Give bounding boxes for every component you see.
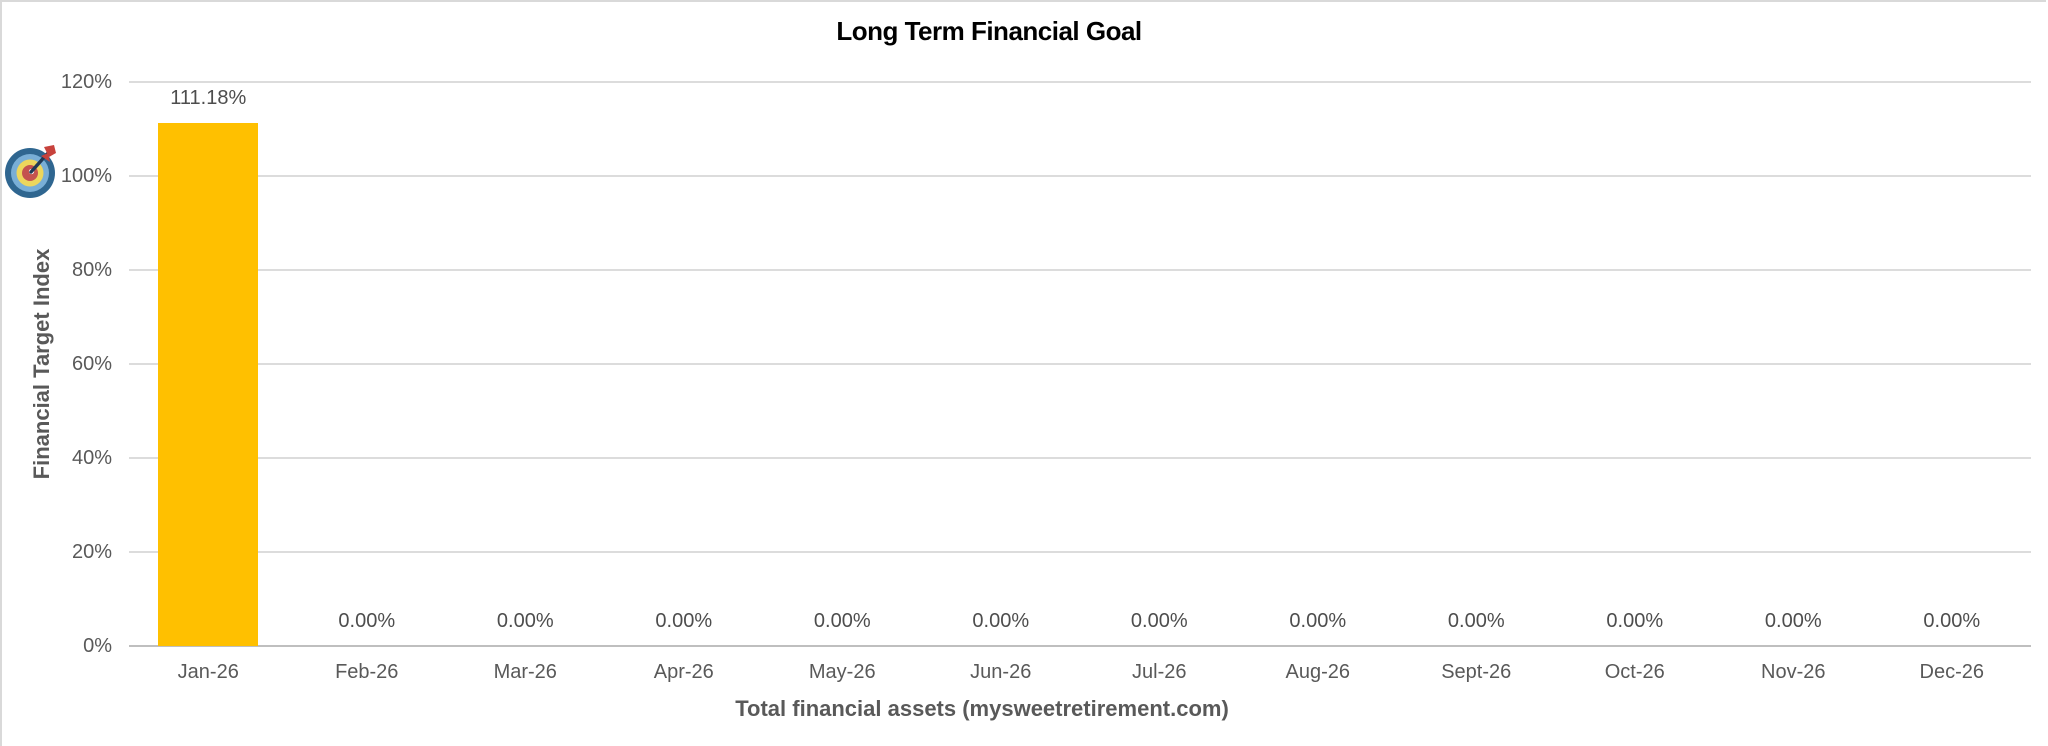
gridline-20%: [129, 551, 2031, 553]
y-tick-0%: 0%: [83, 635, 112, 657]
data-label-nov-26: 0.00%: [1764, 610, 1822, 632]
x-axis-line: [129, 645, 2031, 647]
data-label-jan-26: 111.18%: [170, 87, 247, 109]
data-label-jun-26: 0.00%: [972, 610, 1030, 632]
x-axis-title: Total financial assets (mysweetretiremen…: [735, 696, 1229, 721]
data-label-sept-26: 0.00%: [1447, 610, 1505, 632]
data-label-jul-26: 0.00%: [1130, 610, 1188, 632]
x-tick-jul-26: Jul-26: [1132, 661, 1187, 683]
x-tick-may-26: May-26: [808, 661, 876, 683]
data-label-dec-26: 0.00%: [1923, 610, 1981, 632]
gridline-120%: [129, 81, 2031, 83]
x-tick-mar-26: Mar-26: [493, 661, 557, 683]
x-tick-aug-26: Aug-26: [1285, 661, 1351, 683]
data-label-feb-26: 0.00%: [338, 610, 396, 632]
y-tick-40%: 40%: [71, 447, 112, 469]
y-tick-120%: 120%: [60, 71, 112, 93]
data-label-apr-26: 0.00%: [655, 610, 713, 632]
data-label-may-26: 0.00%: [813, 610, 871, 632]
x-tick-sept-26: Sept-26: [1441, 661, 1512, 683]
gridline-40%: [129, 457, 2031, 459]
x-tick-feb-26: Feb-26: [335, 661, 399, 683]
y-tick-80%: 80%: [71, 259, 112, 281]
y-tick-60%: 60%: [71, 353, 112, 375]
gridline-100%: [129, 175, 2031, 177]
y-tick-100%: 100%: [60, 165, 112, 187]
gridline-60%: [129, 363, 2031, 365]
x-tick-jun-26: Jun-26: [970, 661, 1032, 683]
data-label-mar-26: 0.00%: [496, 610, 554, 632]
chart-border-left: [0, 0, 2, 746]
chart-border-top: [0, 0, 2046, 2]
y-tick-20%: 20%: [71, 541, 112, 563]
x-tick-oct-26: Oct-26: [1604, 661, 1665, 683]
data-label-oct-26: 0.00%: [1606, 610, 1664, 632]
bullseye-dart-icon: [5, 145, 56, 198]
chart-title: Long Term Financial Goal: [836, 16, 1142, 46]
x-tick-dec-26: Dec-26: [1919, 661, 1984, 683]
x-tick-jan-26: Jan-26: [177, 661, 239, 683]
x-tick-nov-26: Nov-26: [1761, 661, 1826, 683]
x-tick-apr-26: Apr-26: [653, 661, 714, 683]
data-label-aug-26: 0.00%: [1289, 610, 1347, 632]
gridline-80%: [129, 269, 2031, 271]
bar-jan-26: [158, 123, 258, 646]
